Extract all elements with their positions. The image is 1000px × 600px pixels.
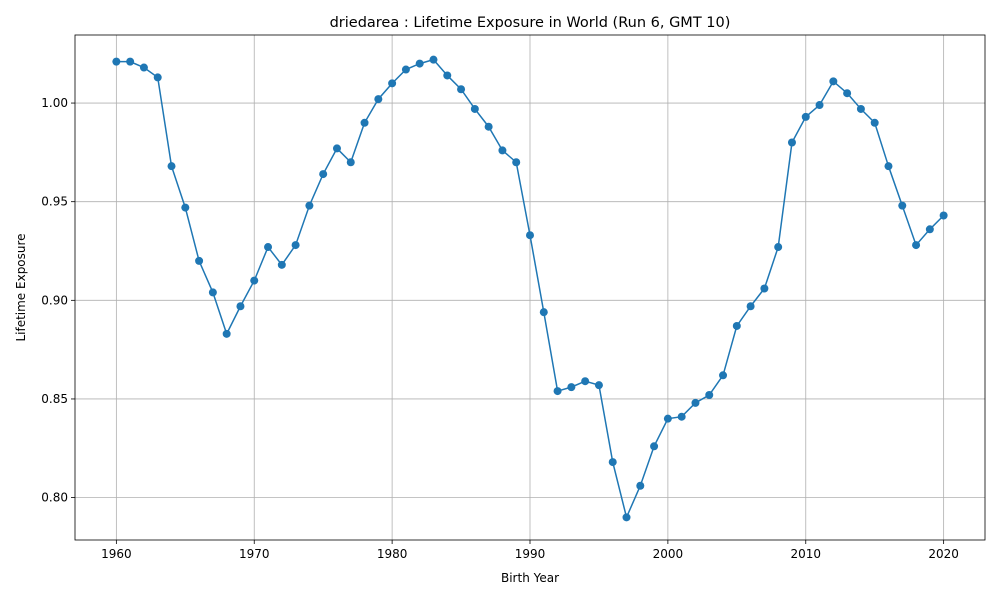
x-axis-label: Birth Year bbox=[501, 571, 559, 585]
y-tick-label: 0.80 bbox=[41, 491, 68, 505]
data-point bbox=[195, 256, 204, 265]
data-point bbox=[126, 57, 135, 66]
y-tick-label: 1.00 bbox=[41, 96, 68, 110]
data-point bbox=[553, 387, 562, 396]
data-point bbox=[774, 243, 783, 252]
data-point bbox=[222, 329, 231, 338]
data-point bbox=[925, 225, 934, 234]
data-point bbox=[691, 398, 700, 407]
data-point bbox=[622, 513, 631, 522]
data-point bbox=[539, 308, 548, 317]
data-point bbox=[153, 73, 162, 82]
y-axis: 0.80 0.85 0.90 0.95 1.00 bbox=[41, 96, 75, 505]
y-tick-label: 0.90 bbox=[41, 293, 68, 307]
data-point bbox=[912, 241, 921, 250]
data-point bbox=[250, 276, 259, 285]
data-point bbox=[760, 284, 769, 293]
data-point bbox=[388, 79, 397, 88]
data-point bbox=[705, 391, 714, 400]
data-point bbox=[677, 412, 686, 421]
data-point bbox=[636, 481, 645, 490]
data-point bbox=[457, 85, 466, 94]
data-point bbox=[801, 112, 810, 121]
y-axis-label: Lifetime Exposure bbox=[14, 233, 28, 341]
data-point bbox=[581, 377, 590, 386]
data-point bbox=[719, 371, 728, 380]
data-point bbox=[167, 162, 176, 171]
data-point bbox=[112, 57, 121, 66]
data-point bbox=[815, 101, 824, 110]
data-point bbox=[305, 201, 314, 210]
data-point bbox=[512, 158, 521, 167]
data-point bbox=[526, 231, 534, 240]
data-point bbox=[856, 104, 865, 113]
data-point bbox=[663, 414, 672, 423]
data-point bbox=[650, 442, 659, 451]
data-point bbox=[898, 201, 907, 210]
chart-title: driedarea : Lifetime Exposure in World (… bbox=[330, 15, 731, 31]
x-tick-label: 2010 bbox=[790, 547, 821, 561]
data-point bbox=[498, 146, 507, 155]
data-point bbox=[264, 243, 273, 252]
data-point bbox=[594, 381, 603, 390]
data-point bbox=[787, 138, 796, 147]
data-point bbox=[332, 144, 341, 153]
data-point bbox=[236, 302, 245, 311]
data-point bbox=[374, 95, 383, 104]
data-point bbox=[139, 63, 148, 72]
x-axis: 1960 1970 1980 1990 2000 2010 2020 bbox=[101, 540, 959, 561]
data-point bbox=[208, 288, 217, 297]
data-point bbox=[415, 59, 424, 68]
data-point bbox=[291, 241, 300, 250]
data-point bbox=[829, 77, 838, 86]
data-point bbox=[870, 118, 879, 127]
data-point bbox=[360, 118, 369, 127]
data-point bbox=[746, 302, 755, 311]
x-tick-label: 1970 bbox=[239, 547, 270, 561]
y-tick-label: 0.85 bbox=[41, 392, 68, 406]
data-point bbox=[732, 321, 741, 330]
data-point bbox=[608, 458, 617, 467]
data-point bbox=[401, 65, 410, 74]
data-point bbox=[346, 158, 355, 167]
x-tick-label: 1960 bbox=[101, 547, 132, 561]
grid-lines bbox=[75, 35, 985, 540]
x-tick-label: 1990 bbox=[515, 547, 546, 561]
data-point bbox=[470, 104, 479, 113]
x-tick-label: 2000 bbox=[653, 547, 684, 561]
data-point bbox=[843, 89, 852, 98]
data-point bbox=[484, 122, 493, 131]
y-tick-label: 0.95 bbox=[41, 195, 68, 209]
data-point bbox=[443, 71, 452, 80]
x-tick-label: 1980 bbox=[377, 547, 408, 561]
series bbox=[112, 55, 948, 522]
data-point bbox=[939, 211, 948, 220]
data-point bbox=[429, 55, 438, 64]
data-point bbox=[567, 383, 576, 392]
x-tick-label: 2020 bbox=[928, 547, 959, 561]
data-point bbox=[181, 203, 190, 212]
data-point bbox=[277, 260, 286, 269]
data-point bbox=[884, 162, 893, 171]
data-point bbox=[319, 170, 328, 179]
